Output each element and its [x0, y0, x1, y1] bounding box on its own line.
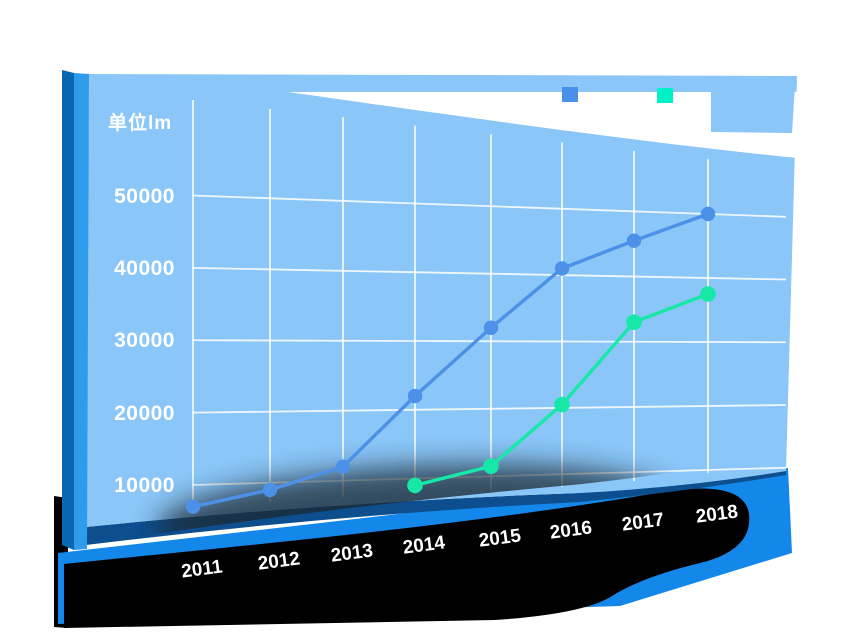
spine-light-edge [74, 73, 89, 550]
data-series [185, 206, 716, 514]
series-2-green-point [626, 314, 642, 330]
y-tick-label-40000: 40000 [114, 256, 175, 280]
chart-panel [86, 74, 797, 527]
white-fold-wedge [288, 92, 797, 158]
series-1-blue-point [483, 320, 499, 335]
grid-hline-20000 [192, 404, 787, 414]
series-1-blue-point [335, 459, 351, 474]
y-tick-label-30000: 30000 [114, 329, 175, 353]
legend-item-2 [657, 88, 740, 103]
grid-hline-30000 [192, 339, 787, 344]
series-1-blue-line [192, 212, 709, 509]
grid-lines [192, 100, 787, 510]
legend-item-1 [562, 87, 645, 102]
navy-bottom-band [86, 471, 786, 545]
series-2-green-point [700, 286, 716, 302]
grid-hline-50000 [192, 194, 787, 218]
series-2-green-point [407, 477, 423, 494]
y-tick-label-20000: 20000 [114, 401, 175, 425]
legend-swatch-icon [562, 87, 578, 102]
series-1-blue-point [407, 388, 423, 404]
legend-swatch-icon [657, 88, 673, 103]
y-tick-label-10000: 10000 [114, 474, 175, 497]
panel-corner-flap [711, 85, 795, 133]
series-1-blue-point [554, 261, 570, 276]
grid-hline-40000 [192, 266, 787, 281]
series-1-blue-point [185, 499, 201, 514]
y-tick-label-50000: 50000 [114, 184, 175, 208]
spine-dark-edge [62, 70, 74, 550]
series-2-green-point [483, 458, 499, 474]
y-axis-unit-label: 单位lm [108, 113, 173, 134]
series-1-blue-point [700, 206, 716, 222]
series-2-green-point [554, 396, 570, 413]
black-swoosh [64, 488, 750, 628]
series-1-blue-point [626, 233, 642, 248]
series-1-blue-point [262, 482, 278, 498]
